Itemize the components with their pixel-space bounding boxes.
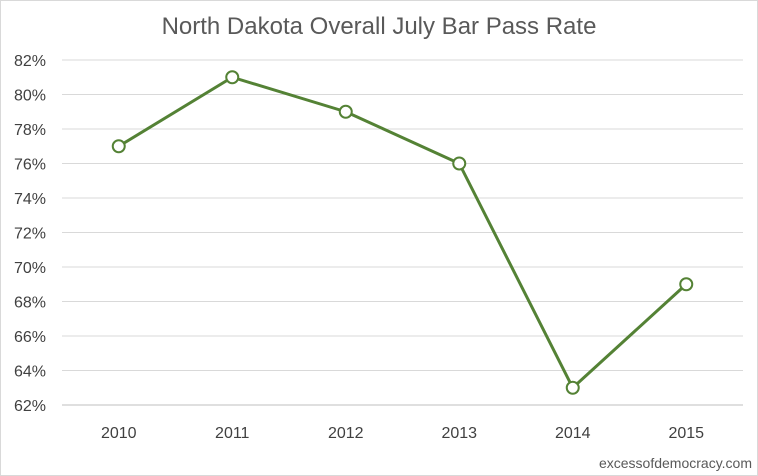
y-tick-label: 64% — [14, 364, 46, 381]
data-point — [225, 70, 240, 85]
x-tick-label: 2015 — [668, 425, 704, 442]
series-line — [117, 75, 688, 390]
watermark-text: excessofdemocracy.com — [599, 455, 752, 471]
x-tick-label: 2011 — [215, 425, 250, 442]
data-point — [452, 156, 467, 171]
x-tick-label: 2010 — [101, 425, 137, 442]
y-tick-label: 82% — [14, 53, 46, 70]
y-tick-label: 68% — [14, 295, 46, 312]
x-tick-label: 2012 — [328, 425, 364, 442]
data-point — [565, 380, 580, 395]
data-point — [679, 277, 694, 292]
y-tick-label: 78% — [14, 122, 46, 139]
y-tick-label: 76% — [14, 157, 46, 174]
gridlines — [62, 59, 743, 406]
y-tick-label: 72% — [14, 226, 46, 243]
y-tick-label: 70% — [14, 260, 46, 277]
series-layer — [111, 70, 694, 395]
data-point — [111, 139, 126, 154]
x-tick-label: 2013 — [441, 425, 477, 442]
x-tick-label: 2014 — [555, 425, 591, 442]
data-point — [338, 104, 353, 119]
x-axis-ticks: 2010 2011 2012 2013 2014 2015 — [101, 425, 704, 442]
y-axis-ticks: 62% 64% 66% 68% 70% 72% 74% 76% 78% 80% 82% — [14, 53, 46, 415]
y-tick-label: 66% — [14, 329, 46, 346]
chart-title: North Dakota Overall July Bar Pass Rate — [162, 13, 597, 40]
y-tick-label: 74% — [14, 191, 46, 208]
y-tick-label: 62% — [14, 398, 46, 415]
y-tick-label: 80% — [14, 88, 46, 105]
